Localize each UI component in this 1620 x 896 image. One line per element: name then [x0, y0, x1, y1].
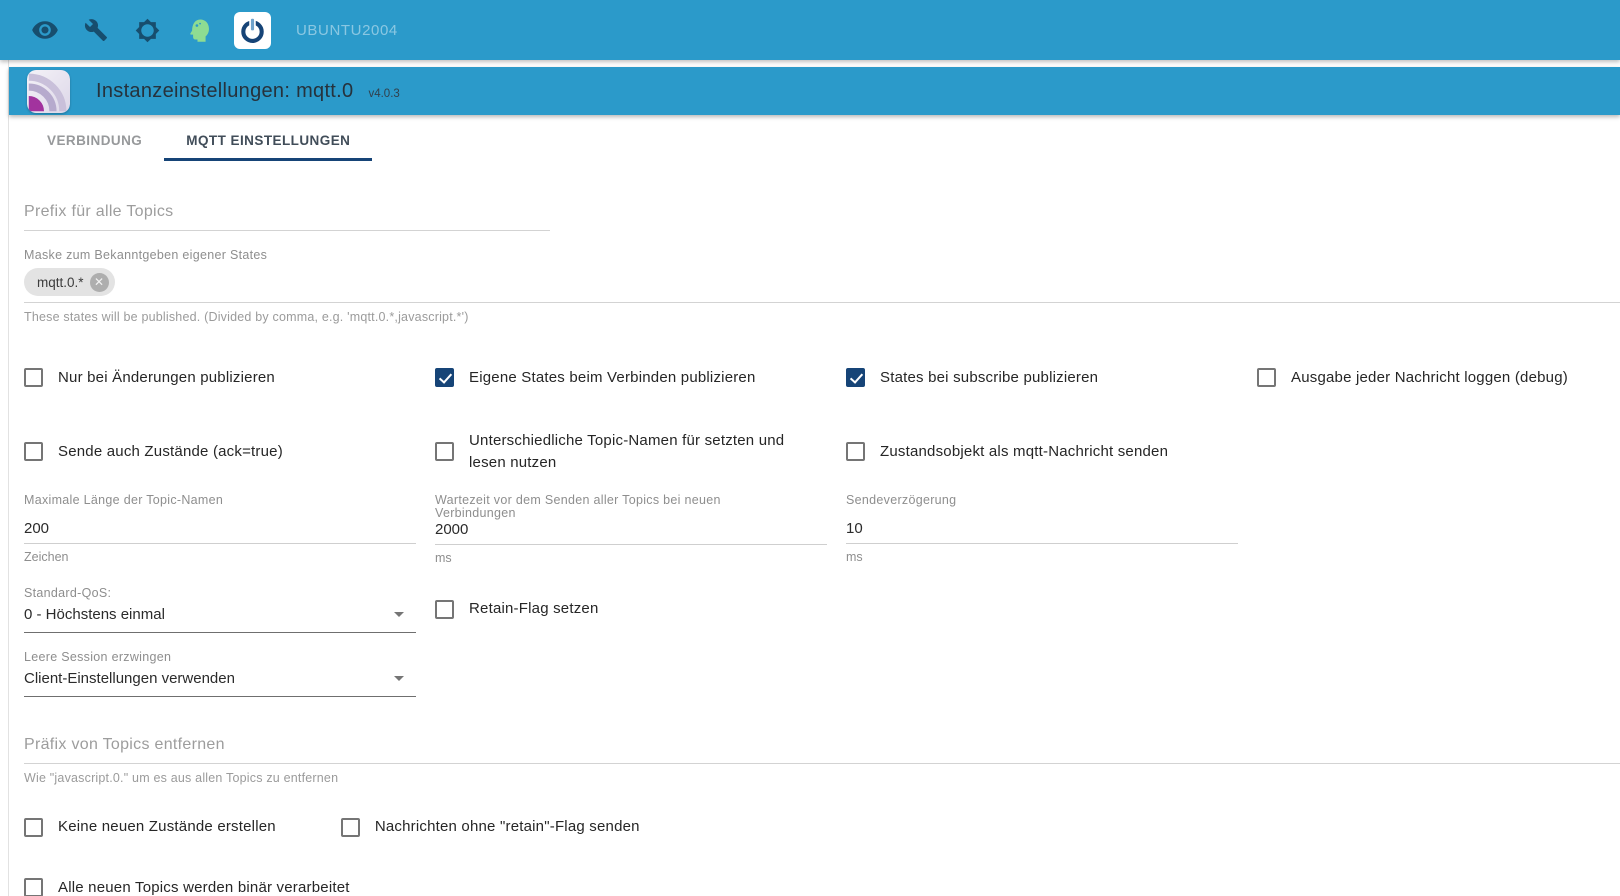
- tab-verbindung[interactable]: VERBINDUNG: [47, 133, 143, 148]
- max-topic-length-field: Maximale Länge der Topic-Namen Zeichen: [24, 494, 435, 564]
- binary-flag-row: Alle neuen Topics werden binär verarbeit…: [24, 877, 1620, 896]
- checkbox-send-without-retain[interactable]: Nachrichten ohne "retain"-Flag senden: [340, 816, 668, 838]
- select-selected-value: Client-Einstellungen verwenden: [24, 670, 235, 688]
- checkbox-label: Sende auch Zustände (ack=true): [58, 442, 283, 460]
- checkbox-label: Keine neuen Zustände erstellen: [58, 818, 276, 836]
- field-unit: ms: [846, 550, 863, 565]
- mask-chip-text: mqtt.0.*: [37, 274, 84, 290]
- mask-label: Maske zum Bekanntgeben eigener States: [24, 248, 268, 262]
- checkbox-publish-own-states-on-connect[interactable]: Eigene States beim Verbinden publizieren: [435, 367, 846, 389]
- checkbox-box[interactable]: [846, 442, 865, 461]
- app-top-bar: UBUNTU2004: [0, 0, 1620, 60]
- bottom-flags-row: Keine neuen Zustände erstellen Nachricht…: [24, 816, 1620, 838]
- checkbox-box[interactable]: [1257, 368, 1276, 388]
- adapter-version: v4.0.3: [368, 88, 400, 100]
- checkbox-label: States bei subscribe publizieren: [880, 369, 1099, 386]
- field-label: Maximale Länge der Topic-Namen: [24, 493, 224, 508]
- checkbox-box[interactable]: [846, 368, 865, 388]
- theme-brightness-icon[interactable]: [132, 15, 162, 45]
- max-topic-length-input[interactable]: [24, 518, 416, 545]
- send-interval-input[interactable]: [846, 518, 1238, 545]
- mask-helper-text: These states will be published. (Divided…: [24, 310, 469, 324]
- checkbox-box[interactable]: [435, 442, 454, 461]
- flags-row-2: Sende auch Zustände (ack=true) Unterschi…: [24, 430, 1620, 474]
- checkbox-no-new-states[interactable]: Keine neuen Zustände erstellen: [24, 816, 304, 838]
- checkbox-publish-states-on-subscribe[interactable]: States bei subscribe publizieren: [846, 367, 1257, 389]
- settings-tabs: VERBINDUNG MQTT EINSTELLUNGEN: [9, 124, 1620, 161]
- chevron-down-icon: [394, 676, 404, 682]
- checkbox-box[interactable]: [435, 368, 454, 388]
- checkbox-send-ack-states[interactable]: Sende auch Zustände (ack=true): [24, 441, 435, 463]
- checkbox-label: Retain-Flag setzen: [469, 600, 599, 618]
- checkbox-box[interactable]: [340, 817, 360, 837]
- checkbox-box[interactable]: [24, 368, 43, 388]
- checkbox-debug-log-messages[interactable]: Ausgabe jeder Nachricht loggen (debug): [1257, 367, 1620, 389]
- mask-chip-input[interactable]: mqtt.0.* ✕: [24, 268, 1620, 303]
- clean-session-select[interactable]: Leere Session erzwingen Client-Einstellu…: [24, 650, 416, 698]
- chip-delete-icon[interactable]: ✕: [89, 272, 109, 292]
- dialog-title: Instanzeinstellungen: mqtt.0: [96, 79, 354, 102]
- checkbox-different-topic-names[interactable]: Unterschiedliche Topic-Namen für setzten…: [435, 430, 846, 474]
- checkbox-box[interactable]: [24, 442, 43, 461]
- checkbox-label: Zustandsobjekt als mqtt-Nachricht senden: [880, 442, 1169, 460]
- checkbox-box[interactable]: [435, 599, 454, 619]
- field-unit: Zeichen: [24, 550, 69, 565]
- instance-settings-dialog: Instanzeinstellungen: mqtt.0 v4.0.3 VERB…: [8, 60, 1620, 896]
- select-selected-value: 0 - Höchstens einmal: [24, 606, 165, 624]
- send-interval-field: Sendeverzögerung ms: [846, 494, 1257, 564]
- checkbox-retain-flag[interactable]: Retain-Flag setzen: [435, 598, 846, 620]
- remove-prefix-helper: Wie "javascript.0." um es aus allen Topi…: [24, 771, 339, 786]
- select-label: Standard-QoS:: [24, 586, 112, 601]
- flags-row-1: Nur bei Änderungen publizieren Eigene St…: [24, 367, 1620, 389]
- iobroker-logo[interactable]: [234, 11, 271, 49]
- default-qos-select[interactable]: Standard-QoS: 0 - Höchstens einmal: [24, 586, 416, 634]
- expert-mode-eye-icon[interactable]: [30, 15, 60, 45]
- checkbox-label: Nachrichten ohne "retain"-Flag senden: [374, 818, 640, 836]
- chevron-down-icon: [394, 612, 404, 618]
- dialog-spacer: [9, 60, 1620, 67]
- checkbox-box[interactable]: [24, 817, 43, 837]
- select-label: Leere Session erzwingen: [24, 650, 172, 665]
- field-unit: ms: [435, 551, 452, 566]
- wrench-settings-icon[interactable]: [81, 15, 111, 45]
- remove-prefix-input[interactable]: [24, 734, 1620, 765]
- mask-field: Maske zum Bekanntgeben eigener States mq…: [24, 248, 1620, 324]
- field-label: Wartezeit vor dem Senden aller Topics be…: [435, 493, 721, 520]
- qos-row: Standard-QoS: 0 - Höchstens einmal Retai…: [24, 586, 1620, 634]
- expert-head-icon[interactable]: [183, 15, 213, 45]
- number-fields-row: Maximale Länge der Topic-Namen Zeichen W…: [24, 494, 1620, 565]
- checkbox-label: Nur bei Änderungen publizieren: [58, 369, 275, 386]
- dialog-title-bar: Instanzeinstellungen: mqtt.0 v4.0.3: [9, 67, 1620, 115]
- mqtt-adapter-icon: [27, 69, 70, 113]
- checkbox-label: Eigene States beim Verbinden publizieren: [469, 369, 756, 386]
- mqtt-settings-form: Maske zum Bekanntgeben eigener States mq…: [9, 201, 1620, 896]
- hostname-label: UBUNTU2004: [296, 21, 398, 39]
- send-delay-on-connect-input[interactable]: [435, 519, 827, 546]
- checkbox-label: Unterschiedliche Topic-Namen für setzten…: [469, 431, 785, 471]
- checkbox-box[interactable]: [24, 878, 43, 896]
- checkbox-label: Alle neuen Topics werden binär verarbeit…: [58, 879, 350, 896]
- checkbox-send-state-object[interactable]: Zustandsobjekt als mqtt-Nachricht senden: [846, 441, 1257, 463]
- checkbox-binary-topics[interactable]: Alle neuen Topics werden binär verarbeit…: [24, 877, 1620, 896]
- prefix-all-topics-input[interactable]: [24, 201, 550, 231]
- mask-chip[interactable]: mqtt.0.* ✕: [24, 268, 115, 296]
- checkbox-publish-on-change[interactable]: Nur bei Änderungen publizieren: [24, 367, 435, 389]
- send-delay-on-connect-field: Wartezeit vor dem Senden aller Topics be…: [435, 494, 846, 565]
- tab-mqtt-einstellungen[interactable]: MQTT EINSTELLUNGEN: [164, 124, 373, 161]
- checkbox-label: Ausgabe jeder Nachricht loggen (debug): [1291, 369, 1568, 386]
- field-label: Sendeverzögerung: [846, 493, 957, 508]
